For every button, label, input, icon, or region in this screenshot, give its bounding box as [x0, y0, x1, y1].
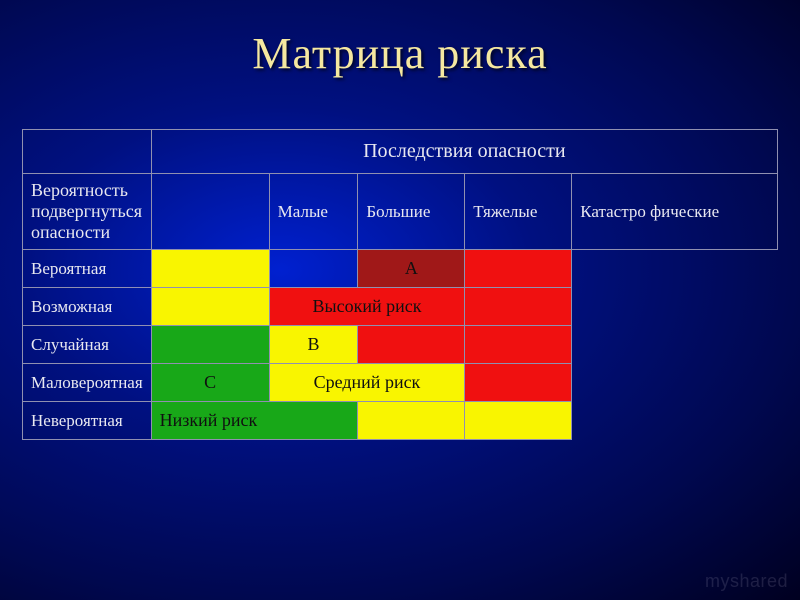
prob-row-0: Вероятная [23, 250, 152, 288]
blank-prob-header [151, 174, 269, 250]
prob-row-1: Возможная [23, 288, 152, 326]
prob-row-3: Маловероятная [23, 364, 152, 402]
risk-cell-4-2 [358, 402, 465, 440]
risk-cell-2-3 [465, 326, 572, 364]
risk-cell-1-3 [465, 288, 572, 326]
risk-cell-1-0 [151, 288, 269, 326]
sev-col-1: Большие [358, 174, 465, 250]
risk-cell-3-1: Средний риск [269, 364, 465, 402]
corner-blank [23, 130, 152, 174]
prob-row-2: Случайная [23, 326, 152, 364]
risk-cell-0-2: А [358, 250, 465, 288]
risk-matrix-table: Последствия опасности Вероятность подвер… [22, 129, 778, 440]
sev-col-0: Малые [269, 174, 358, 250]
risk-cell-3-0: С [151, 364, 269, 402]
prob-row-4: Невероятная [23, 402, 152, 440]
risk-cell-1-1: Высокий риск [269, 288, 465, 326]
risk-cell-3-3 [465, 364, 572, 402]
risk-cell-0-0 [151, 250, 269, 288]
risk-cell-0-3 [465, 250, 572, 288]
risk-cell-2-1: В [269, 326, 358, 364]
cols-axis-header: Последствия опасности [151, 130, 777, 174]
sev-col-2: Тяжелые [465, 174, 572, 250]
slide-title: Матрица риска [0, 0, 800, 129]
risk-cell-2-2 [358, 326, 465, 364]
rows-axis-header: Вероятность подвергнуться опасности [23, 174, 152, 250]
matrix-table-wrap: Последствия опасности Вероятность подвер… [0, 129, 800, 440]
risk-cell-4-3 [465, 402, 572, 440]
risk-cell-0-1 [269, 250, 358, 288]
sev-col-3: Катастро фические [572, 174, 778, 250]
watermark: myshared [705, 571, 788, 592]
risk-cell-4-0: Низкий риск [151, 402, 358, 440]
risk-cell-2-0 [151, 326, 269, 364]
